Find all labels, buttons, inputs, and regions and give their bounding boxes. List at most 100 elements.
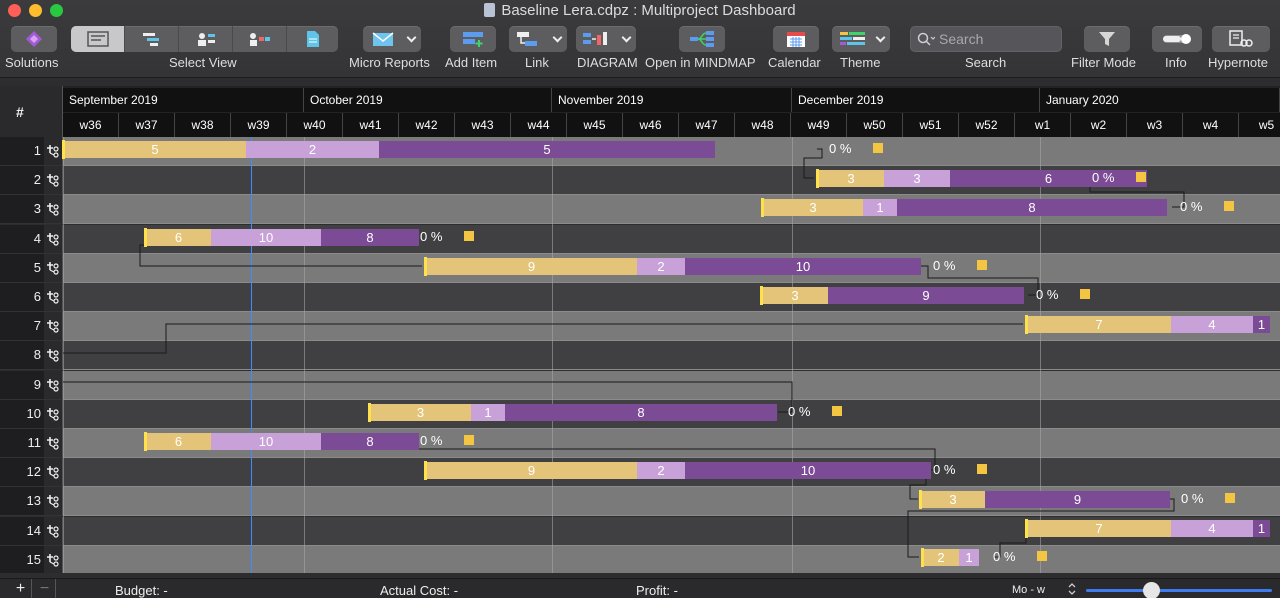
row-expand-button[interactable] [44,166,63,195]
task-note-marker[interactable] [1136,172,1146,182]
view-resources-button[interactable] [179,26,233,52]
task-note-marker[interactable] [1225,493,1235,503]
tree-link-icon [47,291,59,304]
task-note-marker[interactable] [873,143,883,153]
gantt-row[interactable] [63,283,1280,312]
info-button[interactable] [1152,26,1202,52]
diagram-label: DIAGRAM [577,55,638,70]
window-title-text: Baseline Lera.cdpz : Multiproject Dashbo… [501,2,796,19]
gantt-row[interactable] [63,546,1280,573]
open-mindmap-label: Open in MINDMAP [645,55,756,70]
calendar-button[interactable] [773,26,819,52]
task-note-marker[interactable] [977,464,987,474]
diagram-button[interactable] [576,26,636,52]
link-button[interactable] [509,26,567,52]
search-field[interactable] [910,26,1062,52]
minimize-window-button[interactable] [29,4,42,17]
month-gridline [304,137,305,573]
info-tool[interactable]: Info [1152,26,1202,72]
add-item-button[interactable] [450,26,496,52]
tree-link-icon [47,466,59,479]
tree-link-icon [47,554,59,567]
open-mindmap-tool[interactable]: Open in MINDMAP [645,26,759,72]
hypernote-button[interactable] [1212,26,1270,52]
task-bar-segment: 6 [950,170,1147,187]
row-expand-button[interactable] [44,458,63,487]
solutions-label: Solutions [5,55,59,70]
task-progress-percent: 0 % [829,141,852,156]
zoom-slider-knob[interactable] [1143,582,1161,598]
view-team-button[interactable] [233,26,287,52]
row-expand-button[interactable] [44,254,63,283]
row-expand-button[interactable] [44,487,63,516]
task-bar-segment: 7 [1027,316,1171,333]
task-note-marker[interactable] [1224,201,1234,211]
task-start-marker [62,140,65,159]
row-number: 1 [0,137,44,166]
task-note-marker[interactable] [1037,551,1047,561]
gantt-row[interactable] [63,341,1280,370]
task-note-marker[interactable] [464,231,474,241]
add-item-tool[interactable]: Add Item [445,26,501,72]
task-note-marker[interactable] [464,435,474,445]
row-number-header: # [0,86,63,137]
row-expand-button[interactable] [44,429,63,458]
row-number: 8 [0,341,44,370]
view-document-button[interactable] [287,26,338,52]
search-input[interactable] [939,30,1057,48]
row-expand-button[interactable] [44,517,63,546]
open-mindmap-button[interactable] [679,26,725,52]
theme-tool[interactable]: Theme [832,26,890,72]
zoom-window-button[interactable] [50,4,63,17]
row-expand-button[interactable] [44,341,63,370]
diagram-tool[interactable]: DIAGRAM [576,26,638,72]
micro-reports-button[interactable] [363,26,421,52]
zoom-slider-track[interactable] [1086,589,1272,592]
filter-mode-button[interactable] [1084,26,1130,52]
tree-link-icon [47,379,59,392]
row-expand-button[interactable] [44,195,63,224]
row-expand-button[interactable] [44,225,63,254]
hypernote-tool[interactable]: Hypernote [1208,26,1274,72]
row-expand-button[interactable] [44,283,63,312]
remove-row-button[interactable]: − [34,579,56,598]
link-tool[interactable]: Link [509,26,567,72]
row-expand-button[interactable] [44,312,63,341]
time-scale-select[interactable]: Mo - w [1012,584,1045,596]
task-progress-percent: 0 % [420,433,443,448]
month-gridline [552,137,553,573]
add-row-button[interactable]: + [10,579,32,598]
task-progress-percent: 0 % [993,549,1016,564]
solutions-button[interactable] [11,26,57,52]
week-header: w40 [287,113,343,137]
row-expand-button[interactable] [44,371,63,400]
solutions-tool[interactable]: Solutions [5,26,60,72]
row-expand-button[interactable] [44,400,63,429]
view-gantt-button[interactable] [125,26,179,52]
task-bar-segment: 8 [505,404,777,421]
task-bar-segment: 4 [1171,520,1253,537]
month-header: October 2019 [304,88,552,112]
gantt-row[interactable] [63,371,1280,400]
week-header: w51 [903,113,959,137]
view-outline-button[interactable] [71,26,125,52]
task-bar-segment: 3 [884,170,950,187]
micro-reports-tool[interactable]: Micro Reports [349,26,435,72]
theme-button[interactable] [832,26,890,52]
row-number: 13 [0,487,44,516]
task-note-marker[interactable] [977,260,987,270]
info-toggle-icon [1163,34,1191,44]
document-icon [484,3,496,17]
task-bar-segment: 4 [1171,316,1253,333]
task-note-marker[interactable] [1080,289,1090,299]
filter-mode-tool[interactable]: Filter Mode [1070,26,1144,72]
task-bar-segment: 2 [637,258,685,275]
row-number: 3 [0,195,44,224]
calendar-tool[interactable]: Calendar [768,26,824,72]
week-header: w43 [455,113,511,137]
task-note-marker[interactable] [832,406,842,416]
scale-stepper-icon[interactable] [1067,582,1077,596]
close-window-button[interactable] [8,4,21,17]
row-expand-button[interactable] [44,546,63,573]
task-progress-percent: 0 % [788,404,811,419]
